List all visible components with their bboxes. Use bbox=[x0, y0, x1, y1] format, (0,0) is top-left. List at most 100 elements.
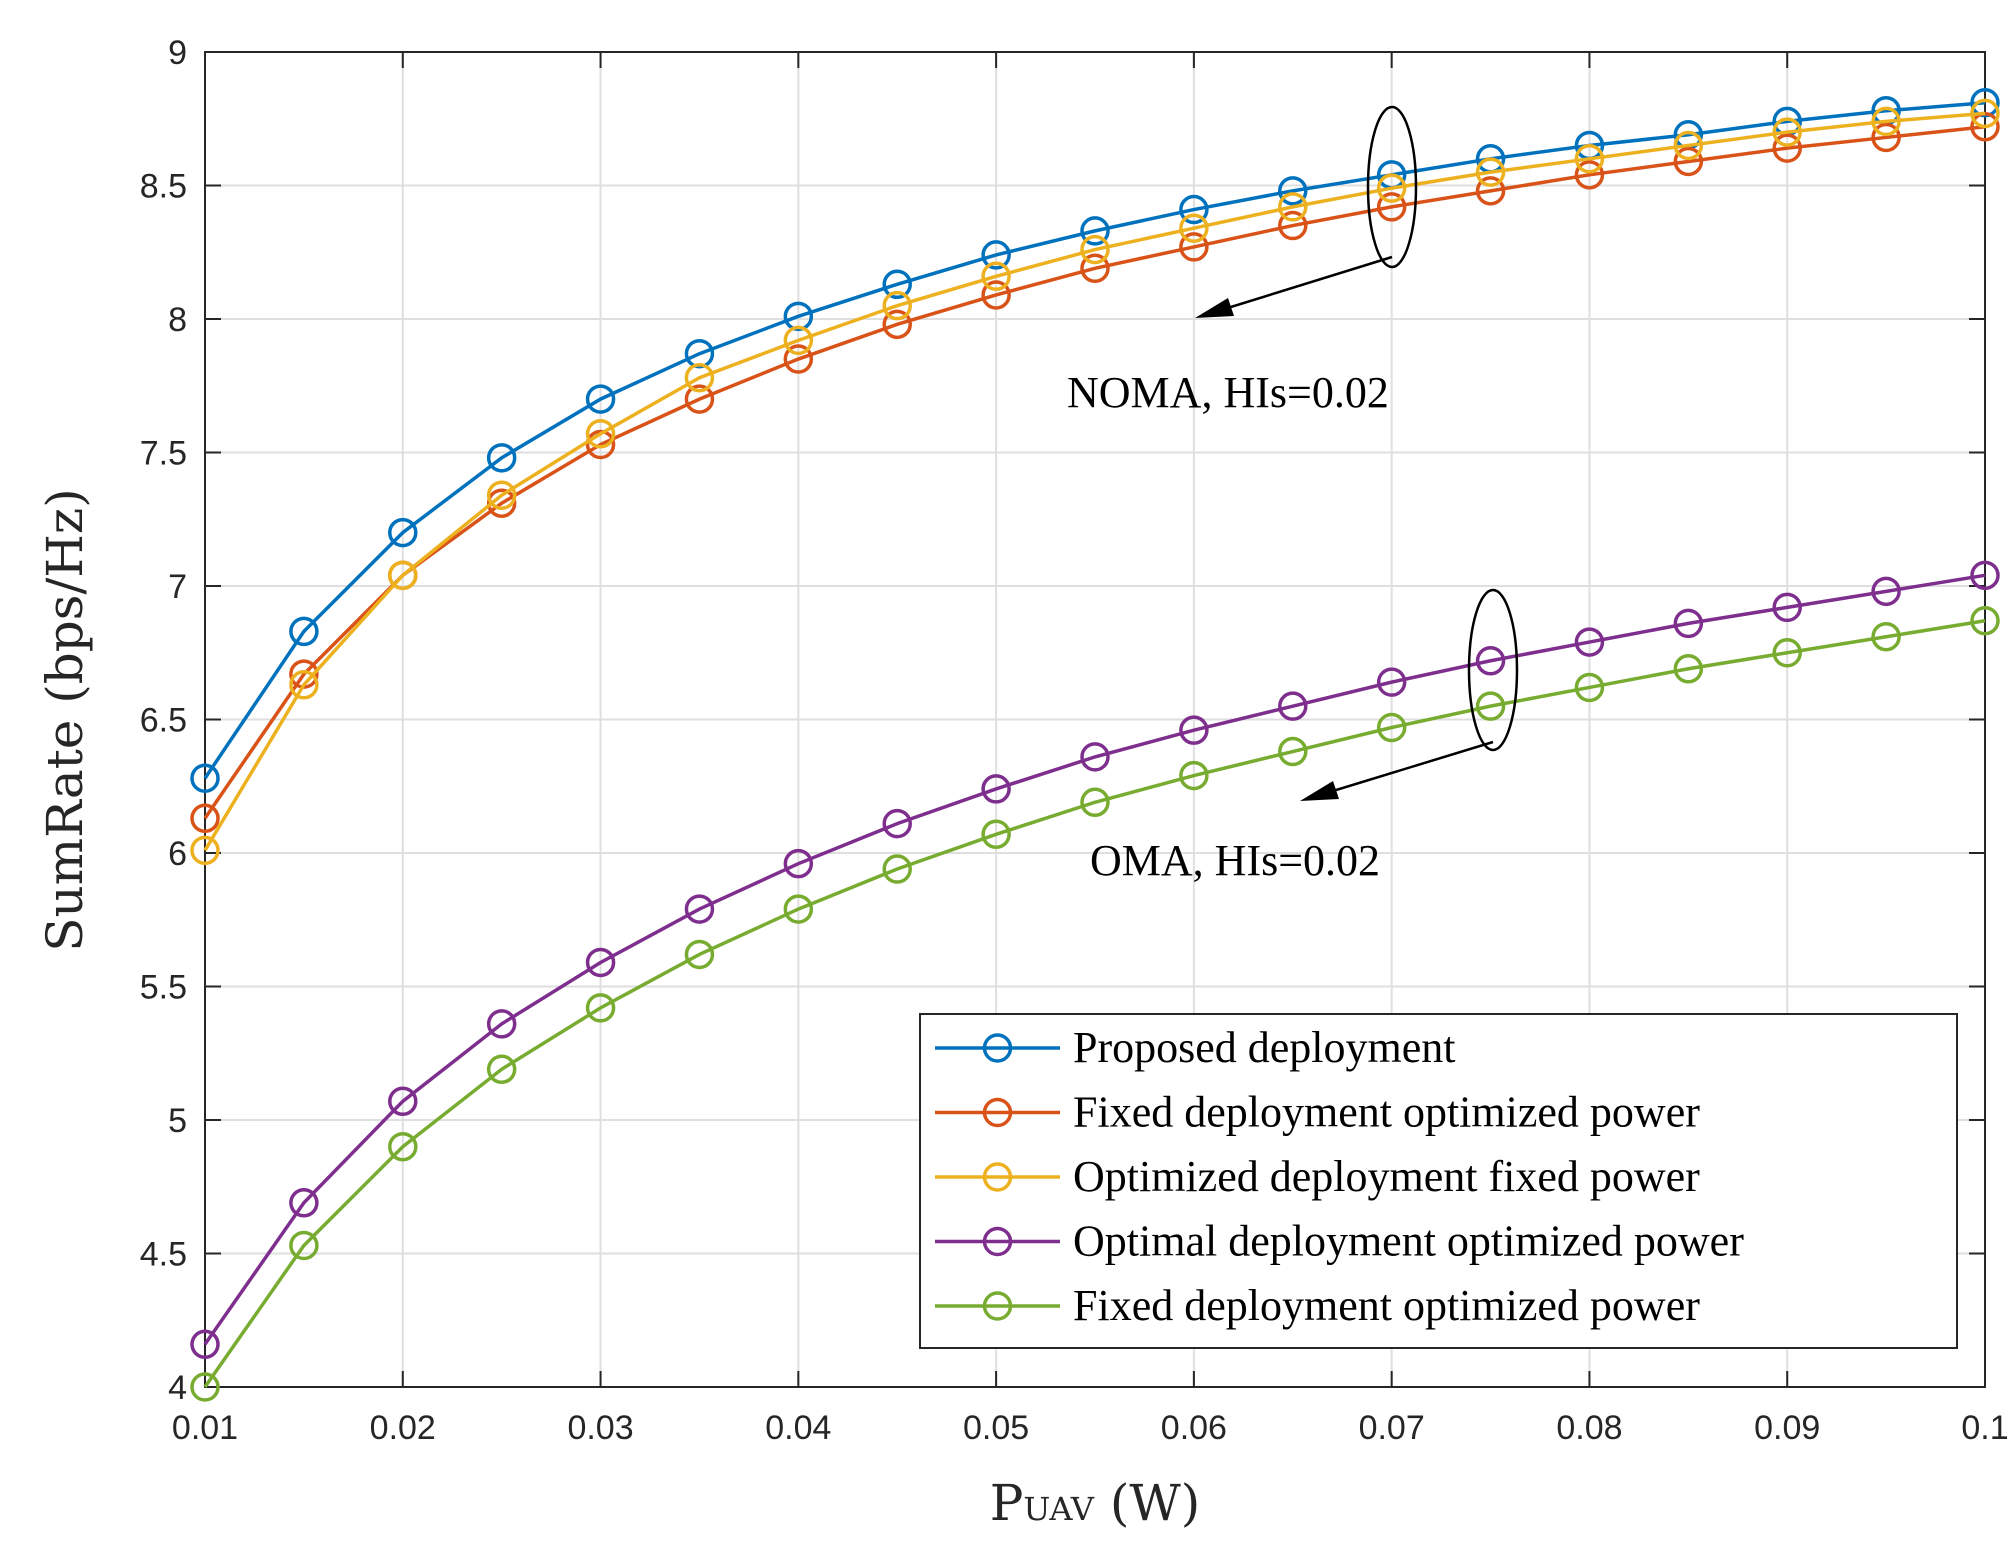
y-tick-label: 8.5 bbox=[140, 168, 187, 206]
data-point bbox=[1772, 638, 1802, 668]
data-point bbox=[1475, 157, 1506, 187]
data-point bbox=[1475, 646, 1506, 676]
data-point bbox=[1871, 122, 1901, 153]
oma-annotation: OMA, HIs=0.02 bbox=[1090, 588, 1519, 885]
data-point bbox=[684, 939, 715, 970]
data-point bbox=[1772, 592, 1802, 623]
legend-label: Optimal deployment optimized power bbox=[1073, 1217, 1744, 1266]
data-point bbox=[1080, 787, 1110, 818]
legend: Proposed deployment Fixed deployment opti… bbox=[919, 1013, 1958, 1349]
data-point bbox=[585, 429, 616, 460]
data-point bbox=[1278, 736, 1308, 767]
data-point bbox=[585, 993, 616, 1023]
y-tick-label: 9 bbox=[168, 34, 187, 72]
y-tick-label: 5 bbox=[168, 1102, 187, 1140]
oma-arrow-line bbox=[1309, 740, 1494, 800]
data-point bbox=[1376, 173, 1407, 203]
data-point bbox=[289, 1230, 319, 1261]
data-point bbox=[684, 338, 715, 369]
legend-box bbox=[919, 1013, 1958, 1349]
data-point bbox=[1376, 712, 1407, 743]
data-point bbox=[1970, 560, 2000, 591]
data-point bbox=[1179, 213, 1209, 243]
data-point bbox=[882, 309, 912, 340]
data-point bbox=[1278, 176, 1308, 206]
data-point bbox=[882, 269, 912, 300]
data-point bbox=[1376, 192, 1407, 222]
data-point bbox=[783, 848, 814, 879]
x-tick-label: 0.09 bbox=[1754, 1409, 1820, 1447]
data-point bbox=[1278, 210, 1308, 241]
data-point bbox=[1970, 87, 2000, 118]
noma-arrow-head bbox=[1195, 298, 1234, 318]
axis-ticks: 0.01 0.02 0.03 0.04 0.05 0.06 0.07 0.08 0.09 0.1 4… bbox=[140, 34, 2009, 1447]
data-point bbox=[190, 763, 220, 793]
legend-entry: Optimal deployment optimized power bbox=[935, 1217, 1744, 1266]
legend-entry: Optimized deployment fixed power bbox=[935, 1152, 1700, 1201]
data-point bbox=[783, 344, 814, 374]
legend-entry: Proposed deployment bbox=[935, 1023, 1456, 1072]
noma-ellipse bbox=[1366, 105, 1418, 269]
data-point bbox=[388, 1086, 418, 1117]
x-tick-label: 0.04 bbox=[765, 1409, 831, 1447]
y-tick-label: 5.5 bbox=[140, 969, 187, 1007]
series-line bbox=[203, 100, 1986, 780]
data-point bbox=[1574, 160, 1605, 190]
data-point bbox=[981, 240, 1011, 270]
data-point bbox=[783, 894, 814, 924]
data-point bbox=[1970, 605, 2000, 636]
data-point bbox=[981, 261, 1011, 292]
y-tick-label: 4 bbox=[168, 1369, 187, 1407]
data-point bbox=[1772, 133, 1802, 163]
series-4 bbox=[190, 560, 2000, 1360]
data-point bbox=[388, 1131, 418, 1162]
noma-annotation: NOMA, HIs=0.02 bbox=[1067, 105, 1418, 417]
data-point bbox=[1574, 144, 1605, 174]
y-tick-label: 4.5 bbox=[140, 1236, 187, 1274]
data-point bbox=[1970, 98, 2000, 129]
x-tick-label: 0.08 bbox=[1556, 1409, 1622, 1447]
data-point bbox=[1080, 216, 1110, 246]
data-point bbox=[585, 419, 616, 449]
data-point bbox=[882, 808, 912, 839]
legend-entry: Fixed deployment optimized power bbox=[935, 1281, 1700, 1330]
data-point bbox=[289, 1188, 319, 1218]
x-tick-label: 0.07 bbox=[1359, 1409, 1425, 1447]
data-point bbox=[486, 1009, 517, 1039]
series-line bbox=[203, 111, 1986, 852]
data-point bbox=[486, 480, 517, 510]
y-axis-title: SumRate (bps/Hz) bbox=[36, 488, 94, 952]
legend-marker bbox=[982, 1033, 1013, 1063]
x-axis-title: PUAV (W) bbox=[990, 1474, 1201, 1532]
series-line bbox=[203, 125, 1986, 820]
data-point bbox=[1475, 176, 1506, 206]
data-point bbox=[486, 443, 517, 473]
data-point bbox=[1673, 146, 1704, 177]
data-point bbox=[1080, 742, 1110, 772]
x-tick-label: 0.06 bbox=[1161, 1409, 1227, 1447]
oma-label: OMA, HIs=0.02 bbox=[1090, 836, 1380, 885]
data-point bbox=[1278, 691, 1308, 721]
data-point bbox=[1871, 621, 1901, 652]
data-point bbox=[1574, 672, 1605, 703]
legend-label: Fixed deployment optimized power bbox=[1073, 1281, 1700, 1330]
y-tick-label: 7.5 bbox=[140, 435, 187, 473]
series-1 bbox=[190, 87, 2000, 793]
data-point bbox=[1376, 667, 1407, 697]
noma-label: NOMA, HIs=0.02 bbox=[1067, 368, 1389, 417]
legend-label: Fixed deployment optimized power bbox=[1073, 1088, 1700, 1137]
oma-arrow-head bbox=[1300, 781, 1339, 801]
legend-entry: Fixed deployment optimized power bbox=[935, 1088, 1700, 1137]
series-line bbox=[203, 618, 1986, 1389]
legend-marker bbox=[982, 1291, 1013, 1321]
data-point bbox=[783, 325, 814, 356]
data-point bbox=[289, 670, 319, 700]
data-point bbox=[388, 517, 418, 548]
x-tick-label: 0.1 bbox=[1961, 1409, 2008, 1447]
data-point bbox=[684, 362, 715, 393]
series-line bbox=[203, 573, 1986, 1346]
legend-label: Optimized deployment fixed power bbox=[1073, 1152, 1700, 1201]
data-point bbox=[1179, 194, 1209, 225]
data-point bbox=[190, 1329, 220, 1360]
x-tick-label: 0.03 bbox=[567, 1409, 633, 1447]
